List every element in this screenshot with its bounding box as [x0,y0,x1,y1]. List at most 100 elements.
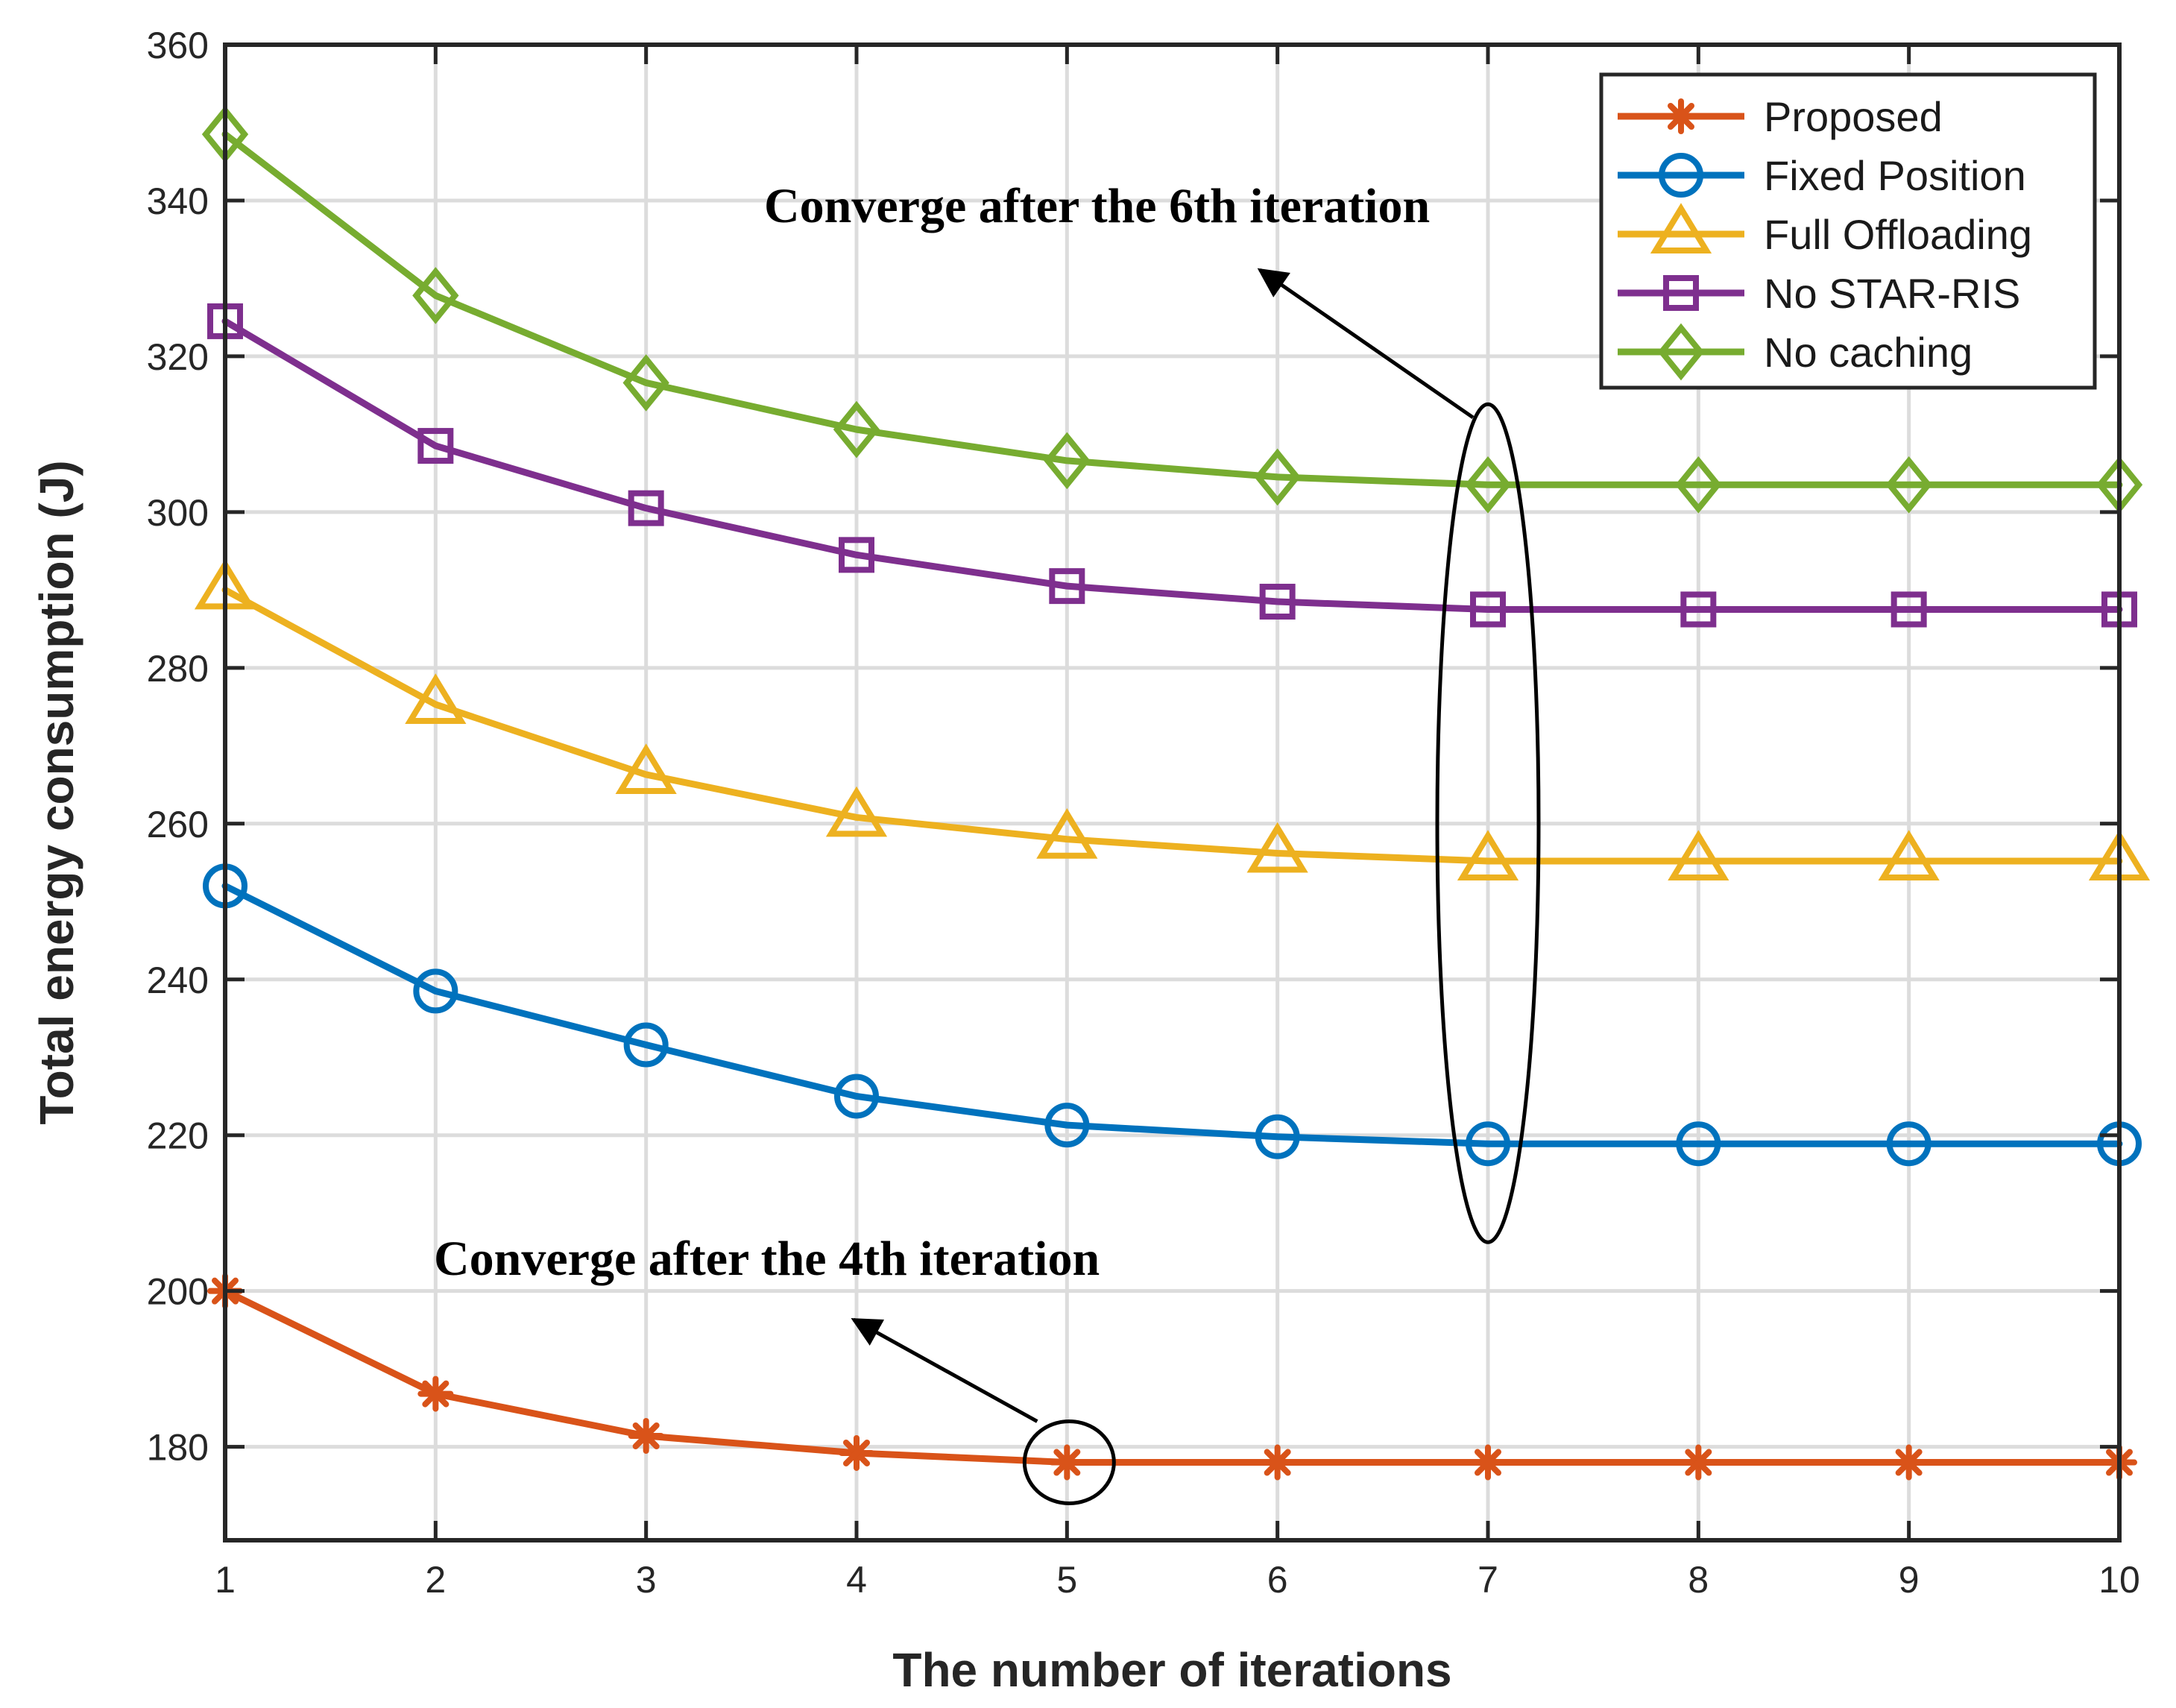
series-line-no-star-ris [221,318,2123,613]
diamond-shape [1254,448,1301,506]
diamond-shape [1885,456,1932,514]
y-tick-label: 260 [147,804,209,845]
data-point-full-offloading [1878,830,1940,880]
square-shape [1680,591,1717,628]
legend-label: Full Offloading [1764,211,2032,258]
x-tick-label: 7 [1478,1559,1498,1601]
square-shape [417,428,454,464]
data-point-no-star-ris [1890,591,1927,628]
square-marker [1663,275,1699,311]
x-tick-label: 5 [1056,1559,1077,1601]
legend: Proposed Fixed Position Full Offloading No … [1599,72,2097,390]
x-tick-label: 8 [1688,1559,1709,1601]
convergence-ellipse-6th [1435,402,1541,1244]
diamond-shape [412,267,459,324]
data-point-no-caching [1254,448,1301,506]
data-point-no-star-ris [839,537,874,573]
y-tick-label: 320 [147,336,209,378]
data-point-proposed [628,1417,664,1454]
diamond-marker [1657,323,1705,381]
annotation-text-4th: Converge after the 4th iteration [434,1232,1100,1286]
asterisk-stroke [1053,1449,1081,1476]
data-point-proposed [1470,1444,1506,1481]
axis-ticks: 1 2 3 4 5 6 7 8 9 10 180 200 220 240 260 280 300 320 340 36… [147,25,2140,1601]
asterisk-stroke [1475,1449,1501,1476]
y-tick-label: 300 [147,492,209,534]
data-point-fixed-position [1255,1114,1300,1159]
circle-shape [1466,1121,1510,1167]
data-point-fixed-position [413,968,458,1014]
data-point-proposed [1259,1444,1296,1481]
data-point-no-caching [1464,456,1512,514]
plot-frame [223,42,2122,1542]
series-line-proposed [221,1288,2123,1466]
data-point-no-caching [833,400,880,458]
series-group [194,105,2151,1481]
square-shape [1470,591,1506,628]
y-tick-label: 200 [147,1271,209,1313]
data-point-full-offloading [1036,807,1098,859]
circle-shape [1676,1121,1721,1167]
data-point-fixed-position [1044,1103,1090,1148]
legend-label: No STAR-RIS [1764,270,2020,317]
diamond-shape [1044,432,1091,490]
data-point-no-star-ris [1470,591,1506,628]
triangle-shape [1457,830,1519,880]
data-point-full-offloading [1246,822,1308,873]
data-point-no-caching [622,354,669,412]
circle-shape [1886,1121,1931,1167]
data-point-fixed-position [623,1022,669,1068]
legend-label: Proposed [1764,93,1943,140]
diamond-shape [1675,456,1722,514]
legend-item-full-offloading: Full Offloading [1618,203,2032,258]
data-point-no-caching [1885,456,1932,514]
asterisk-stroke [422,1380,450,1408]
x-tick-label: 9 [1899,1559,1920,1601]
legend-item-proposed: Proposed [1618,93,1943,140]
data-point-full-offloading [1668,830,1729,880]
triangle-shape [1246,822,1308,873]
asterisk-stroke [1685,1449,1712,1476]
annotation-arrow-4th [851,1317,1038,1423]
x-tick-label: 10 [2098,1559,2140,1601]
series-line-fixed-position [221,882,2123,1147]
legend-item-no-caching: No caching [1618,323,1972,381]
y-tick-label: 240 [147,959,209,1001]
diamond-shape [1464,456,1512,514]
square-shape [1259,584,1296,620]
annotation-arrow-6th [1257,268,1475,420]
x-axis-title: The number of iterations [892,1643,1451,1697]
y-axis-title: Total energy consumption (J) [30,460,83,1124]
legend-label: Fixed Position [1764,152,2026,199]
data-point-fixed-position [1676,1121,1721,1167]
triangle-shape [1650,203,1712,253]
legend-label: No caching [1764,329,1972,376]
data-point-full-offloading [1457,830,1519,880]
diamond-shape [833,400,880,458]
series-no-caching [201,105,2143,514]
triangle-shape [1036,807,1098,859]
asterisk-stroke [1668,103,1694,130]
data-point-no-caching [412,267,459,324]
y-tick-label: 220 [147,1115,209,1157]
data-point-no-star-ris [1049,568,1085,605]
data-point-full-offloading [825,786,888,837]
asterisk-stroke [843,1439,870,1466]
circle-shape [413,968,458,1014]
circle-shape [1044,1103,1090,1148]
data-point-no-star-ris [417,428,454,464]
data-point-no-caching [1675,456,1722,514]
circle-shape [1255,1114,1300,1159]
triangle-shape [1668,830,1729,880]
asterisk-stroke [632,1422,660,1449]
square-shape [839,537,874,573]
data-point-no-caching [1044,432,1091,490]
data-point-no-star-ris [1680,591,1717,628]
circle-shape [623,1022,669,1068]
square-shape [1049,568,1085,605]
triangle-shape [615,743,677,794]
series-fixed-position [203,863,2142,1167]
circle-marker [1659,153,1703,198]
y-tick-label: 360 [147,25,209,66]
